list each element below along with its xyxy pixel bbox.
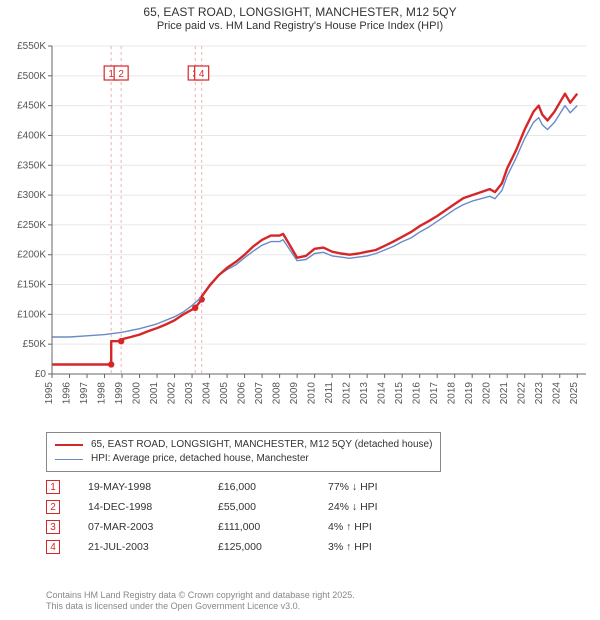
svg-text:2018: 2018 — [447, 382, 458, 405]
chart-subtitle: Price paid vs. HM Land Registry's House … — [0, 20, 600, 33]
svg-text:2021: 2021 — [499, 382, 510, 405]
event-hpi-delta: 24% ↓ HPI — [328, 501, 378, 513]
event-price: £111,000 — [218, 521, 328, 533]
event-price: £125,000 — [218, 541, 328, 553]
event-marker: 2 — [46, 500, 60, 514]
svg-text:2011: 2011 — [324, 382, 335, 404]
svg-text:£100K: £100K — [17, 309, 46, 320]
svg-text:£400K: £400K — [17, 130, 46, 141]
event-date: 14-DEC-1998 — [88, 501, 218, 513]
legend-label: 65, EAST ROAD, LONGSIGHT, MANCHESTER, M1… — [91, 438, 432, 452]
event-row: 4 21-JUL-2003£125,0003% ↑ HPI — [46, 540, 378, 554]
events-table: 1 19-MAY-1998£16,00077% ↓ HPI 2 14-DEC-1998… — [46, 480, 378, 560]
legend-item: 65, EAST ROAD, LONGSIGHT, MANCHESTER, M1… — [55, 438, 432, 452]
event-row: 1 19-MAY-1998£16,00077% ↓ HPI — [46, 480, 378, 494]
event-marker: 1 — [46, 480, 60, 494]
svg-text:£500K: £500K — [17, 71, 46, 82]
svg-text:£250K: £250K — [17, 220, 46, 231]
svg-text:2004: 2004 — [202, 382, 213, 405]
svg-text:1: 1 — [108, 69, 114, 80]
svg-text:2002: 2002 — [167, 382, 178, 405]
event-marker: 3 — [46, 520, 60, 534]
svg-text:£350K: £350K — [17, 160, 46, 171]
svg-text:2001: 2001 — [149, 382, 160, 405]
svg-text:1998: 1998 — [97, 382, 108, 405]
svg-text:2017: 2017 — [429, 382, 440, 405]
event-price: £16,000 — [218, 481, 328, 493]
svg-text:2025: 2025 — [569, 382, 580, 405]
event-date: 21-JUL-2003 — [88, 541, 218, 553]
event-hpi-delta: 3% ↑ HPI — [328, 541, 372, 553]
svg-text:4: 4 — [199, 69, 205, 80]
legend-swatch — [55, 459, 83, 460]
event-date: 07-MAR-2003 — [88, 521, 218, 533]
svg-text:2009: 2009 — [289, 382, 300, 405]
chart-area: £0 £50K £100K £150K £200K £250K £300K £350K £400… — [10, 42, 590, 422]
svg-text:£300K: £300K — [17, 190, 46, 201]
svg-text:2014: 2014 — [377, 382, 388, 405]
event-hpi-delta: 77% ↓ HPI — [328, 481, 378, 493]
footer-line-1: Contains HM Land Registry data © Crown c… — [46, 590, 355, 601]
svg-text:£450K: £450K — [17, 101, 46, 112]
svg-text:£0: £0 — [35, 369, 47, 380]
svg-text:2023: 2023 — [534, 382, 545, 405]
footer-line-2: This data is licensed under the Open Gov… — [46, 601, 355, 612]
event-hpi-delta: 4% ↑ HPI — [328, 521, 372, 533]
chart-svg: £0 £50K £100K £150K £200K £250K £300K £350K £400… — [10, 42, 590, 422]
svg-text:£550K: £550K — [17, 42, 46, 52]
legend: 65, EAST ROAD, LONGSIGHT, MANCHESTER, M1… — [46, 432, 441, 472]
svg-text:2013: 2013 — [359, 382, 370, 405]
svg-text:2012: 2012 — [342, 382, 353, 405]
svg-text:2: 2 — [118, 69, 124, 80]
svg-text:2010: 2010 — [307, 382, 318, 405]
event-row: 3 07-MAR-2003£111,0004% ↑ HPI — [46, 520, 378, 534]
svg-text:1995: 1995 — [44, 382, 55, 405]
svg-text:2000: 2000 — [132, 382, 143, 405]
event-price: £55,000 — [218, 501, 328, 513]
svg-text:2007: 2007 — [254, 382, 265, 405]
chart-title: 65, EAST ROAD, LONGSIGHT, MANCHESTER, M1… — [0, 6, 600, 20]
svg-text:2006: 2006 — [237, 382, 248, 405]
svg-text:2022: 2022 — [517, 382, 528, 405]
svg-text:£150K: £150K — [17, 280, 46, 291]
svg-text:1996: 1996 — [62, 382, 73, 405]
legend-label: HPI: Average price, detached house, Manc… — [91, 452, 309, 466]
svg-text:2008: 2008 — [272, 382, 283, 405]
svg-text:2016: 2016 — [412, 382, 423, 405]
legend-swatch — [55, 444, 83, 446]
svg-text:2005: 2005 — [219, 382, 230, 405]
svg-text:2003: 2003 — [184, 382, 195, 405]
svg-text:£50K: £50K — [23, 339, 47, 350]
svg-text:2015: 2015 — [394, 382, 405, 405]
svg-text:1999: 1999 — [114, 382, 125, 405]
event-row: 2 14-DEC-1998£55,00024% ↓ HPI — [46, 500, 378, 514]
svg-text:2019: 2019 — [464, 382, 475, 405]
svg-text:1997: 1997 — [79, 382, 90, 405]
svg-text:2020: 2020 — [482, 382, 493, 405]
svg-text:£200K: £200K — [17, 250, 46, 261]
footer-attribution: Contains HM Land Registry data © Crown c… — [46, 590, 355, 613]
svg-text:2024: 2024 — [552, 382, 563, 405]
title-block: 65, EAST ROAD, LONGSIGHT, MANCHESTER, M1… — [0, 0, 600, 32]
figure-container: 65, EAST ROAD, LONGSIGHT, MANCHESTER, M1… — [0, 0, 600, 620]
event-date: 19-MAY-1998 — [88, 481, 218, 493]
event-marker: 4 — [46, 540, 60, 554]
legend-item: HPI: Average price, detached house, Manc… — [55, 452, 432, 466]
